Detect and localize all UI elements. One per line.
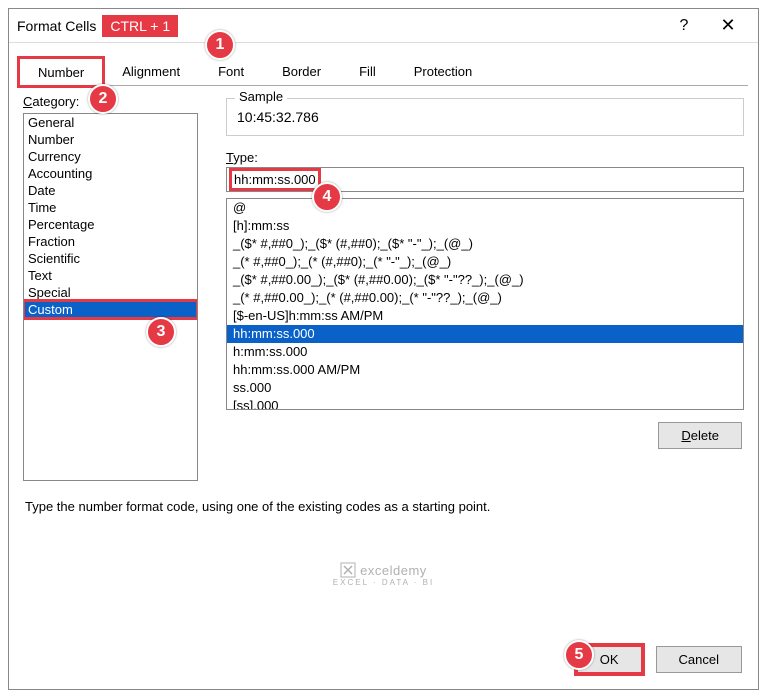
cancel-button[interactable]: Cancel: [656, 646, 742, 673]
tab-number[interactable]: Number: [19, 58, 103, 86]
format-item[interactable]: _(* #,##0.00_);_(* (#,##0.00);_(* "-"??_…: [227, 289, 743, 307]
category-item[interactable]: Percentage: [24, 216, 197, 233]
format-cells-dialog: Format Cells CTRL + 1 ? ✕ NumberAlignmen…: [8, 8, 759, 690]
callout-5: 5: [564, 640, 594, 670]
format-item[interactable]: h:mm:ss.000: [227, 343, 743, 361]
format-item[interactable]: hh:mm:ss.000 AM/PM: [227, 361, 743, 379]
format-item[interactable]: @: [227, 199, 743, 217]
category-item[interactable]: Accounting: [24, 165, 197, 182]
format-item[interactable]: _($* #,##0_);_($* (#,##0);_($* "-"_);_(@…: [227, 235, 743, 253]
hint-text: Type the number format code, using one o…: [9, 481, 758, 514]
category-item[interactable]: Special: [24, 284, 197, 301]
format-item[interactable]: _($* #,##0.00_);_($* (#,##0.00);_($* "-"…: [227, 271, 743, 289]
tab-border[interactable]: Border: [263, 57, 340, 85]
format-item[interactable]: hh:mm:ss.000: [227, 325, 743, 343]
callout-4: 4: [312, 182, 342, 212]
format-item[interactable]: [ss].000: [227, 397, 743, 410]
type-label: Type:: [226, 150, 744, 165]
category-item[interactable]: Scientific: [24, 250, 197, 267]
type-value: hh:mm:ss.000: [233, 172, 317, 187]
category-list[interactable]: GeneralNumberCurrencyAccountingDateTimeP…: [23, 113, 198, 481]
shortcut-badge: CTRL + 1: [102, 15, 178, 37]
sample-group: Sample 10:45:32.786: [226, 98, 744, 136]
category-item[interactable]: Custom: [24, 301, 197, 318]
category-item[interactable]: Time: [24, 199, 197, 216]
callout-3: 3: [146, 317, 176, 347]
callout-2: 2: [88, 84, 118, 114]
category-item[interactable]: Date: [24, 182, 197, 199]
dialog-footer: OK Cancel: [577, 646, 742, 673]
close-button[interactable]: ✕: [706, 9, 750, 43]
sample-value: 10:45:32.786: [237, 105, 733, 125]
format-list[interactable]: @[h]:mm:ss_($* #,##0_);_($* (#,##0);_($*…: [226, 198, 744, 410]
watermark: exceldemy EXCEL · DATA · BI: [9, 562, 758, 587]
titlebar: Format Cells CTRL + 1 ? ✕: [9, 9, 758, 43]
type-input[interactable]: hh:mm:ss.000: [226, 167, 744, 192]
help-button[interactable]: ?: [662, 9, 706, 43]
tab-font[interactable]: Font: [199, 57, 263, 85]
category-item[interactable]: Currency: [24, 148, 197, 165]
category-item[interactable]: Number: [24, 131, 197, 148]
tab-fill[interactable]: Fill: [340, 57, 395, 85]
format-item[interactable]: ss.000: [227, 379, 743, 397]
sample-label: Sample: [235, 89, 287, 104]
tab-alignment[interactable]: Alignment: [103, 57, 199, 85]
category-item[interactable]: Text: [24, 267, 197, 284]
tab-strip: NumberAlignmentFontBorderFillProtection: [19, 57, 748, 86]
category-item[interactable]: General: [24, 114, 197, 131]
callout-1: 1: [205, 30, 235, 60]
delete-button[interactable]: Delete: [658, 422, 742, 449]
window-title: Format Cells: [17, 18, 96, 34]
logo-icon: [340, 562, 356, 578]
tab-protection[interactable]: Protection: [395, 57, 492, 85]
category-item[interactable]: Fraction: [24, 233, 197, 250]
format-item[interactable]: _(* #,##0_);_(* (#,##0);_(* "-"_);_(@_): [227, 253, 743, 271]
format-item[interactable]: [$-en-US]h:mm:ss AM/PM: [227, 307, 743, 325]
format-item[interactable]: [h]:mm:ss: [227, 217, 743, 235]
